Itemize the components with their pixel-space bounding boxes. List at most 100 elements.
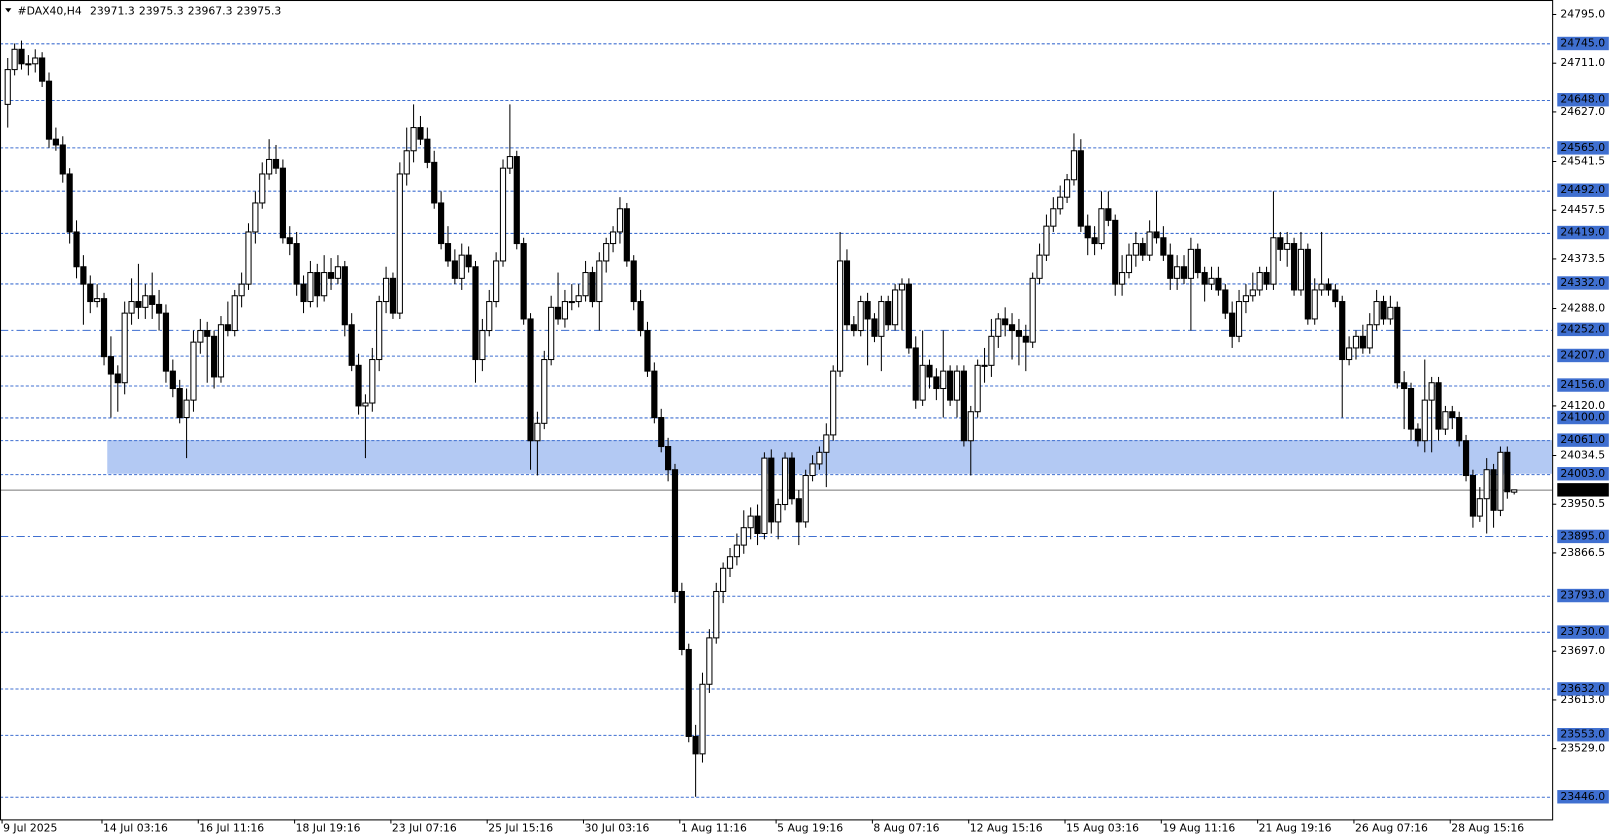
candle-body <box>472 266 479 361</box>
candle-body <box>204 330 211 337</box>
candle-body <box>878 301 885 337</box>
price-label-box <box>1557 483 1609 497</box>
candle-body <box>699 683 706 755</box>
candle-body <box>1277 237 1284 250</box>
candle-body <box>424 138 431 163</box>
candle-body <box>692 735 699 755</box>
x-tick-label: 1 Aug 11:16 <box>681 822 747 835</box>
y-tick-label: 24541.5 <box>1560 155 1605 168</box>
menu-arrow[interactable] <box>5 8 12 13</box>
candle-body <box>665 446 672 471</box>
candle-body <box>548 306 555 361</box>
candle-body <box>1015 330 1023 337</box>
y-tick-label: 23613.0 <box>1560 693 1605 706</box>
candle-body <box>1050 208 1057 227</box>
candle-body <box>1359 335 1366 349</box>
candle-body <box>912 347 919 401</box>
level-label: 23446.0 <box>1560 790 1605 803</box>
candle-body <box>176 388 183 419</box>
candle-body <box>382 277 390 303</box>
y-tick-label: 24288.0 <box>1560 302 1605 315</box>
y-tick-label: 23866.5 <box>1560 546 1605 559</box>
x-tick-label: 15 Aug 03:16 <box>1066 822 1139 835</box>
y-tick-label: 24120.0 <box>1560 399 1605 412</box>
candle-body <box>451 260 458 279</box>
candle-body <box>1187 248 1194 279</box>
candle-body <box>506 156 513 169</box>
candle-body <box>1407 388 1415 430</box>
candle-body <box>1352 335 1360 349</box>
candle-body <box>266 158 273 175</box>
candle-body <box>1242 295 1250 303</box>
candle-body <box>1290 243 1298 291</box>
candle-body <box>438 202 445 245</box>
candle-body <box>1497 451 1504 511</box>
level-label-box <box>1557 625 1609 639</box>
candle-body <box>1201 272 1208 285</box>
level-label-box <box>1557 93 1609 107</box>
level-label: 24003.0 <box>1560 467 1605 480</box>
candle-body <box>809 463 816 477</box>
candle-body <box>417 127 424 140</box>
candle-body <box>341 266 348 326</box>
candle-body <box>403 150 410 175</box>
candle-body <box>589 272 596 303</box>
candle-body <box>369 359 376 404</box>
candle-body <box>458 254 465 279</box>
candle-body <box>843 260 851 326</box>
level-label: 24252.0 <box>1560 322 1605 335</box>
x-tick-label: 8 Aug 07:16 <box>873 822 939 835</box>
candle-body <box>1070 150 1078 181</box>
candle-body <box>11 48 18 71</box>
high-value: 23975.3 <box>139 4 184 17</box>
candle-body <box>864 301 871 320</box>
candle-body <box>706 637 713 685</box>
candle-body <box>1002 318 1009 326</box>
candle-body <box>348 324 355 366</box>
candle-body <box>554 306 562 320</box>
candle-body <box>1043 225 1050 256</box>
chart-header: #DAX40,H4 23971.3 23975.3 23967.3 23975.3 <box>18 4 282 17</box>
candle-body <box>1208 277 1215 285</box>
candle-body <box>596 260 603 303</box>
level-label-box <box>1557 728 1609 742</box>
candle-body <box>362 402 369 407</box>
candle-body <box>671 469 679 593</box>
candle-body <box>327 272 335 279</box>
candle-body <box>149 295 156 305</box>
candle-body <box>1139 243 1146 256</box>
candle-body <box>1449 411 1456 419</box>
candle-body <box>1008 324 1016 332</box>
y-tick-label: 24711.0 <box>1560 56 1605 69</box>
x-tick-label: 14 Jul 03:16 <box>103 822 168 835</box>
candle-body <box>114 373 121 384</box>
y-tick-label: 23529.0 <box>1560 742 1605 755</box>
level-label: 24100.0 <box>1560 411 1605 424</box>
candle-body <box>947 370 954 401</box>
y-tick-label: 23697.0 <box>1560 644 1605 657</box>
x-tick-label: 19 Aug 11:16 <box>1162 822 1235 835</box>
candle-body <box>1428 382 1435 401</box>
low-value: 23967.3 <box>188 4 233 17</box>
candle-body <box>1222 289 1229 314</box>
y-tick-label: 24627.0 <box>1560 105 1605 118</box>
candle-body <box>142 295 149 308</box>
candle-body <box>155 303 163 314</box>
candle-body <box>100 298 108 358</box>
level-label: 24492.0 <box>1560 183 1605 196</box>
candle-body <box>32 57 39 65</box>
candle-body <box>465 254 472 268</box>
candle-body <box>933 376 940 390</box>
candle-body <box>389 277 397 314</box>
candle-body <box>905 283 912 349</box>
candle-body <box>479 330 486 361</box>
candle-body <box>183 399 190 419</box>
candle-body <box>190 341 197 401</box>
candle-body <box>1125 254 1133 274</box>
level-label: 23730.0 <box>1560 625 1605 638</box>
candle-body <box>39 57 46 82</box>
candle-body <box>25 63 32 66</box>
candle-body <box>919 364 926 401</box>
candle-body <box>1270 237 1277 285</box>
candle-body <box>128 301 135 314</box>
